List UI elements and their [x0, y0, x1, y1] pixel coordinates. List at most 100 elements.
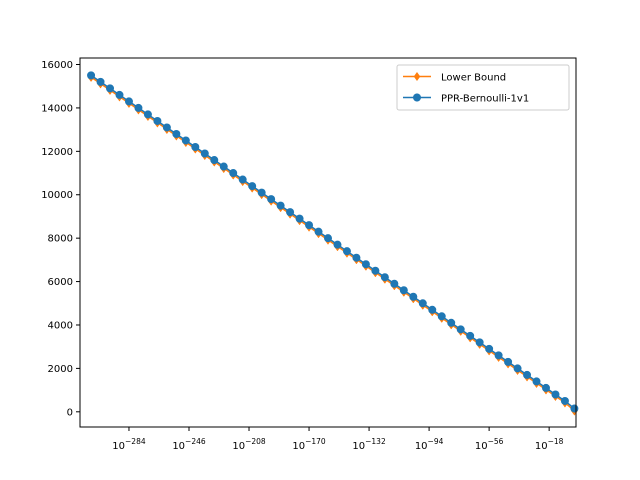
data-point	[371, 266, 380, 275]
data-point	[115, 90, 124, 99]
data-point	[570, 404, 579, 413]
x-tick-base: 10	[172, 441, 185, 452]
data-point	[200, 149, 209, 158]
data-point	[134, 103, 143, 112]
x-tick-label: 10−284	[112, 437, 146, 452]
x-tick-label: 10−56	[475, 437, 504, 452]
x-tick-exponent: −170	[305, 437, 326, 446]
y-tick-label: 10000	[41, 190, 73, 201]
y-tick-label: 12000	[41, 147, 73, 158]
data-point	[305, 221, 314, 230]
data-point	[551, 390, 560, 399]
legend-marker	[413, 93, 421, 102]
data-point	[532, 377, 541, 386]
x-tick-label: 10−132	[352, 437, 386, 452]
data-point	[418, 299, 427, 308]
x-tick-exponent: −284	[125, 437, 146, 446]
data-point	[466, 331, 475, 340]
y-tick-label: 8000	[48, 234, 73, 245]
data-point	[380, 273, 389, 282]
data-point	[390, 279, 399, 288]
data-point	[523, 370, 532, 379]
data-point	[87, 71, 96, 80]
data-point	[324, 234, 332, 243]
data-point	[106, 84, 115, 93]
data-point	[248, 182, 257, 191]
data-point	[124, 97, 133, 106]
data-point	[409, 292, 418, 301]
x-tick-label: 10−94	[415, 437, 444, 452]
x-tick-base: 10	[232, 441, 245, 452]
data-point	[96, 77, 105, 86]
data-point	[428, 305, 437, 314]
data-point	[560, 396, 569, 405]
x-tick-base: 10	[112, 441, 125, 452]
data-point	[485, 344, 494, 353]
x-tick-exponent: −18	[548, 437, 564, 446]
data-point	[541, 383, 550, 392]
data-point	[276, 201, 285, 210]
series-ppr-bernoulli-1v1	[87, 71, 579, 413]
y-tick-label: 6000	[48, 277, 73, 288]
x-tick-exponent: −246	[185, 437, 206, 446]
data-point	[210, 156, 219, 165]
data-point	[181, 136, 190, 145]
legend-label: Lower Bound	[441, 73, 506, 84]
x-tick-base: 10	[292, 441, 305, 452]
data-point	[314, 227, 323, 236]
x-tick-label: 10−208	[232, 437, 266, 452]
y-axis: 0 2000 4000 6000 8000 10000 12000 14000 16000	[41, 60, 80, 418]
y-tick-label: 2000	[48, 364, 73, 375]
x-tick-base: 10	[535, 441, 548, 452]
data-point	[191, 142, 200, 151]
axes-frame	[79, 57, 577, 428]
data-point	[456, 325, 465, 334]
data-point	[494, 351, 503, 360]
x-tick-base: 10	[415, 441, 428, 452]
data-point	[172, 129, 181, 138]
data-point	[229, 169, 238, 178]
y-tick-label: 16000	[41, 60, 73, 71]
x-tick-label: 10−246	[172, 437, 206, 452]
legend-marker	[413, 72, 421, 81]
data-point	[219, 162, 228, 171]
x-tick-exponent: −56	[488, 437, 504, 446]
data-point	[447, 318, 456, 327]
data-point	[437, 312, 446, 321]
data-point	[342, 247, 351, 256]
x-tick-base: 10	[475, 441, 488, 452]
x-axis: 10−284 10−246 10−208 10−170 10−132 10−94 10−56…	[112, 427, 564, 452]
legend-entry: PPR-Bernoulli-1v1	[403, 93, 529, 105]
x-tick-label: 10−170	[292, 437, 326, 452]
series-layer	[87, 71, 579, 416]
x-tick-exponent: −208	[245, 437, 266, 446]
x-tick-base: 10	[352, 441, 365, 452]
y-tick-label: 4000	[48, 320, 73, 331]
data-point	[399, 286, 408, 295]
data-point	[286, 208, 295, 217]
data-point	[143, 110, 152, 119]
legend-box	[396, 64, 570, 111]
y-tick-label: 0	[67, 407, 73, 418]
series-line	[90, 74, 575, 410]
data-point	[475, 338, 484, 347]
series-line	[90, 76, 575, 412]
data-point	[257, 188, 266, 197]
data-point	[513, 364, 522, 373]
data-point	[238, 175, 247, 184]
data-point	[295, 214, 304, 223]
legend-label: PPR-Bernoulli-1v1	[441, 94, 529, 105]
data-point	[352, 253, 361, 262]
x-tick-exponent: −132	[365, 437, 386, 446]
y-tick-label: 14000	[41, 103, 73, 114]
data-point	[162, 123, 171, 132]
data-point	[504, 357, 513, 366]
data-point	[153, 116, 162, 125]
data-point	[333, 240, 342, 249]
legend: Lower Bound PPR-Bernoulli-1v1	[396, 64, 570, 111]
x-tick-label: 10−18	[535, 437, 564, 452]
legend-entry: Lower Bound	[403, 72, 506, 84]
data-point	[267, 195, 276, 204]
data-point	[361, 260, 370, 269]
